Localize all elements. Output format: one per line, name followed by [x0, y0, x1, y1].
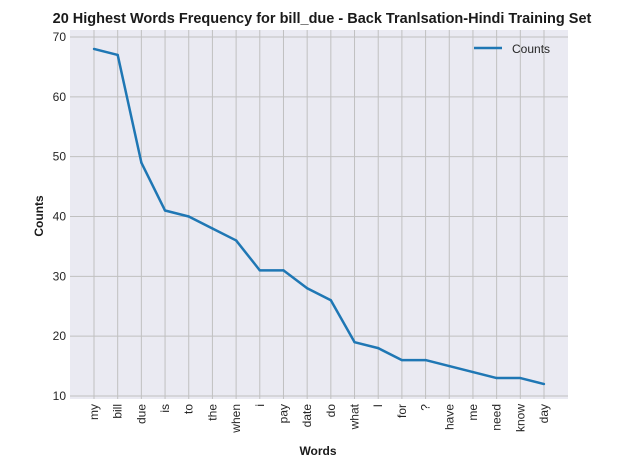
x-tick-label: day — [537, 404, 551, 423]
data-point — [259, 269, 261, 271]
y-tick-label: 30 — [53, 269, 67, 283]
y-tick-label: 70 — [53, 30, 67, 44]
chart-title: 20 Highest Words Frequency for bill_due … — [53, 11, 592, 27]
x-tick-label: do — [324, 404, 338, 418]
data-point — [140, 161, 142, 163]
plot-area — [70, 30, 568, 399]
x-tick-label: my — [87, 404, 101, 420]
x-tick-label: what — [348, 403, 362, 430]
data-point — [401, 359, 403, 361]
data-point — [472, 371, 474, 373]
x-tick-label: bill — [111, 404, 125, 419]
data-point — [448, 365, 450, 367]
y-tick-label: 40 — [53, 210, 67, 224]
data-point — [353, 341, 355, 343]
x-tick-label: for — [395, 404, 409, 418]
x-tick-label: to — [182, 404, 196, 414]
data-point — [211, 227, 213, 229]
y-tick-label: 20 — [53, 329, 67, 343]
y-tick-label: 60 — [53, 90, 67, 104]
x-tick-label: ? — [419, 404, 433, 411]
y-axis-ticks: 10 20 30 40 50 60 70 — [53, 30, 67, 403]
data-point — [495, 377, 497, 379]
data-point — [306, 287, 308, 289]
x-tick-label: I — [371, 404, 385, 407]
data-point — [188, 215, 190, 217]
x-axis-label: Words — [299, 444, 336, 458]
y-tick-label: 50 — [53, 150, 67, 164]
x-tick-label: pay — [276, 404, 290, 423]
data-point — [282, 269, 284, 271]
data-point — [116, 54, 118, 56]
data-point — [330, 299, 332, 301]
x-tick-label: need — [490, 404, 504, 431]
data-point — [93, 48, 95, 50]
data-point — [235, 239, 237, 241]
data-point — [519, 377, 521, 379]
x-tick-label: the — [205, 404, 219, 421]
x-tick-label: i — [253, 404, 267, 407]
x-tick-label: know — [513, 404, 527, 432]
legend-label-counts: Counts — [512, 42, 550, 56]
x-tick-label: when — [229, 404, 243, 434]
y-axis-label: Counts — [32, 195, 46, 237]
x-tick-label: due — [134, 404, 148, 424]
data-point — [377, 347, 379, 349]
data-point — [164, 209, 166, 211]
data-point — [424, 359, 426, 361]
x-tick-label: me — [466, 404, 480, 421]
y-tick-label: 10 — [53, 389, 67, 403]
x-tick-label: is — [158, 404, 172, 413]
x-tick-label: have — [442, 404, 456, 430]
data-point — [543, 383, 545, 385]
x-tick-label: date — [300, 404, 314, 428]
